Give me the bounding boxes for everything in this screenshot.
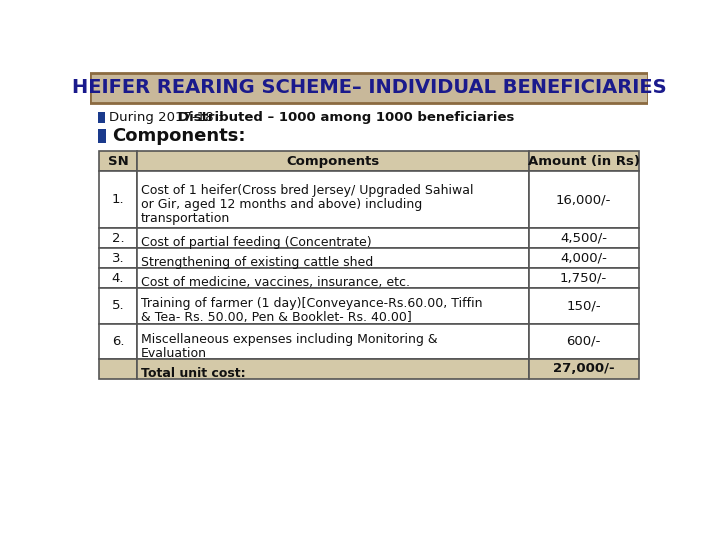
Bar — [99, 228, 137, 248]
Bar — [528, 359, 639, 379]
Text: Cost of partial feeding (Concentrate): Cost of partial feeding (Concentrate) — [141, 237, 372, 249]
Text: or Gir, aged 12 months and above) including: or Gir, aged 12 months and above) includ… — [141, 198, 423, 211]
Bar — [98, 112, 104, 123]
Text: 6.: 6. — [112, 335, 124, 348]
Bar — [528, 171, 639, 228]
Bar — [528, 288, 639, 323]
Bar — [528, 248, 639, 268]
Bar — [90, 72, 648, 103]
Bar — [528, 151, 639, 171]
Text: SN: SN — [107, 154, 128, 167]
Text: 600/-: 600/- — [567, 335, 601, 348]
Text: 1.: 1. — [112, 193, 125, 206]
Text: 4,500/-: 4,500/- — [560, 232, 607, 245]
Bar — [137, 359, 528, 379]
Text: Components: Components — [286, 154, 379, 167]
Bar — [528, 323, 639, 359]
Text: 1,750/-: 1,750/- — [560, 272, 607, 285]
Text: Components:: Components: — [112, 127, 246, 145]
Bar — [137, 171, 528, 228]
Text: 4.: 4. — [112, 272, 124, 285]
Text: During 2017-18 :: During 2017-18 : — [109, 111, 226, 124]
Text: Evaluation: Evaluation — [141, 347, 207, 360]
Bar — [99, 268, 137, 288]
Bar — [528, 228, 639, 248]
Text: Miscellaneous expenses including Monitoring &: Miscellaneous expenses including Monitor… — [141, 333, 438, 346]
Bar — [137, 248, 528, 268]
Bar — [99, 248, 137, 268]
Text: & Tea- Rs. 50.00, Pen & Booklet- Rs. 40.00]: & Tea- Rs. 50.00, Pen & Booklet- Rs. 40.… — [141, 311, 412, 324]
Text: 3.: 3. — [112, 252, 125, 265]
Text: transportation: transportation — [141, 212, 230, 225]
Bar — [137, 228, 528, 248]
Text: Cost of 1 heifer(Cross bred Jersey/ Upgraded Sahiwal: Cost of 1 heifer(Cross bred Jersey/ Upgr… — [141, 184, 474, 197]
Bar — [99, 359, 137, 379]
Text: Amount (in Rs): Amount (in Rs) — [528, 154, 639, 167]
Text: Training of farmer (1 day)[Conveyance-Rs.60.00, Tiffin: Training of farmer (1 day)[Conveyance-Rs… — [141, 297, 482, 310]
Bar — [528, 268, 639, 288]
Text: 2.: 2. — [112, 232, 125, 245]
Text: HEIFER REARING SCHEME– INDIVIDUAL BENEFICIARIES: HEIFER REARING SCHEME– INDIVIDUAL BENEFI… — [72, 78, 666, 97]
Text: 27,000/-: 27,000/- — [553, 362, 614, 375]
Bar — [99, 171, 137, 228]
Text: 16,000/-: 16,000/- — [556, 193, 611, 206]
Bar — [137, 288, 528, 323]
Text: Distributed – 1000 among 1000 beneficiaries: Distributed – 1000 among 1000 beneficiar… — [179, 111, 515, 124]
Bar — [137, 268, 528, 288]
Text: 150/-: 150/- — [567, 299, 601, 312]
Bar — [99, 323, 137, 359]
Bar — [98, 130, 107, 143]
Bar — [137, 151, 528, 171]
Bar — [99, 288, 137, 323]
Bar — [137, 323, 528, 359]
Text: Cost of medicine, vaccines, insurance, etc.: Cost of medicine, vaccines, insurance, e… — [141, 276, 410, 289]
Text: 4,000/-: 4,000/- — [560, 252, 607, 265]
Text: 5.: 5. — [112, 299, 125, 312]
Text: Total unit cost:: Total unit cost: — [141, 367, 246, 380]
Text: Strengthening of existing cattle shed: Strengthening of existing cattle shed — [141, 256, 374, 269]
Bar — [99, 151, 137, 171]
